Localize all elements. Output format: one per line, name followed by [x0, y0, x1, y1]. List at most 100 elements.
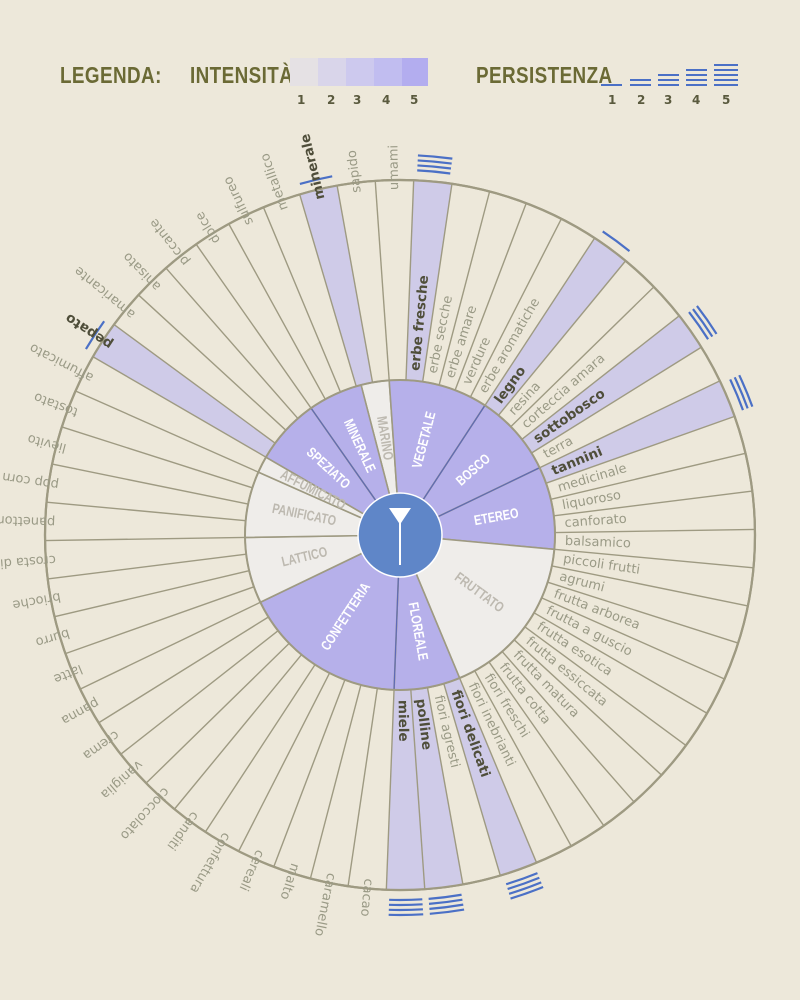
- term-label: latte: [51, 661, 84, 686]
- term-label: anisato: [120, 249, 164, 294]
- term-label: piccante: [147, 215, 193, 268]
- term-label: caramello: [311, 872, 339, 938]
- persistence-marker: [299, 175, 333, 186]
- term-label: malto: [276, 861, 302, 901]
- term-divider: [309, 684, 362, 879]
- inner-ring-edge: [244, 379, 556, 691]
- wheel-center: [357, 492, 443, 578]
- persistence-marker: [84, 320, 106, 350]
- term-label: cacao: [357, 878, 375, 917]
- term-divider: [551, 565, 748, 607]
- term-label: polline: [412, 698, 434, 751]
- category-divider: [310, 407, 377, 501]
- term-divider: [474, 670, 572, 847]
- term-divider: [165, 267, 299, 419]
- term-divider: [539, 380, 721, 469]
- intensity-num-5: 5: [410, 93, 419, 107]
- term-divider: [113, 324, 276, 444]
- term-highlight-sector: [410, 687, 463, 890]
- persistence-num-4: 4: [692, 93, 701, 107]
- term-highlight-sector: [539, 380, 735, 484]
- term-divider: [553, 490, 753, 517]
- term-highlight-sector: [299, 185, 373, 387]
- term-divider: [531, 346, 702, 454]
- intensity-num-2: 2: [327, 93, 336, 107]
- term-divider: [541, 597, 725, 680]
- intensity-swatch-3: [346, 58, 374, 86]
- term-divider: [52, 463, 249, 505]
- term-divider: [75, 390, 259, 473]
- term-divider: [374, 180, 390, 381]
- term-label: brioche: [11, 589, 61, 612]
- wheel-outer-ring: [43, 178, 757, 892]
- intensity-swatch-2: [318, 58, 346, 86]
- term-divider: [347, 688, 379, 887]
- persistence-marker: [388, 898, 424, 917]
- term-divider: [273, 679, 346, 868]
- wheel-inner-ring: [244, 379, 556, 691]
- term-label: cioccolato: [117, 784, 172, 842]
- term-divider: [547, 581, 739, 644]
- term-divider: [554, 548, 754, 569]
- term-divider: [513, 639, 662, 776]
- category-label: MARINO: [374, 415, 397, 461]
- term-divider: [550, 452, 746, 500]
- term-divider: [79, 601, 261, 690]
- term-divider: [98, 616, 269, 724]
- persistence-num-3: 3: [664, 93, 673, 107]
- term-highlight-sector: [521, 315, 702, 454]
- term-label: panettone: [0, 512, 56, 530]
- term-divider: [228, 223, 326, 400]
- term-divider: [238, 672, 331, 852]
- term-divider: [426, 687, 464, 885]
- intensity-num-1: 1: [297, 93, 306, 107]
- wheel-persistence-markers: [84, 154, 754, 917]
- persistence-marker: [505, 872, 544, 900]
- outer-ring-edge: [43, 178, 757, 892]
- term-divider: [336, 185, 374, 383]
- term-label: lievito: [26, 431, 68, 456]
- persistence-marker: [602, 230, 631, 253]
- term-divider: [469, 218, 562, 398]
- term-divider: [47, 553, 247, 580]
- term-label: confettura: [186, 830, 233, 896]
- term-divider: [421, 183, 453, 382]
- cocktail-glass-icon: [389, 508, 411, 565]
- persistence-num-2: 2: [637, 93, 646, 107]
- term-divider: [443, 683, 501, 876]
- term-divider: [554, 528, 755, 534]
- term-divider: [510, 286, 655, 428]
- category-divider: [437, 467, 540, 518]
- persistence-label: PERSISTENZA: [476, 62, 613, 88]
- term-label: umami: [386, 145, 402, 190]
- term-divider: [54, 570, 250, 618]
- term-highlight-sector: [92, 324, 276, 458]
- persistence-marker: [688, 305, 718, 340]
- term-label: miele: [395, 700, 412, 742]
- term-divider: [488, 661, 605, 827]
- term-divider: [524, 626, 687, 746]
- term-divider: [145, 642, 290, 784]
- term-label: metallico: [258, 151, 292, 212]
- term-label: sulfureo: [221, 174, 257, 228]
- persistence-marker: [428, 893, 465, 915]
- term-divider: [501, 651, 635, 803]
- term-divider: [204, 664, 316, 833]
- term-label: canforato: [564, 512, 627, 531]
- term-divider: [92, 356, 267, 458]
- term-divider: [138, 294, 287, 431]
- term-divider: [454, 202, 527, 391]
- term-label: vaniglia: [97, 757, 145, 802]
- term-divider: [299, 194, 357, 387]
- legend-title: LEGENDA:: [60, 62, 162, 88]
- term-highlight-sector: [443, 678, 537, 876]
- term-divider: [385, 689, 395, 890]
- persistence-marker: [729, 374, 754, 411]
- term-divider: [458, 677, 538, 863]
- term-divider: [120, 630, 279, 755]
- term-divider: [65, 586, 255, 655]
- term-highlight-sector: [484, 238, 626, 416]
- term-divider: [521, 315, 680, 440]
- persistence-num-5: 5: [722, 93, 731, 107]
